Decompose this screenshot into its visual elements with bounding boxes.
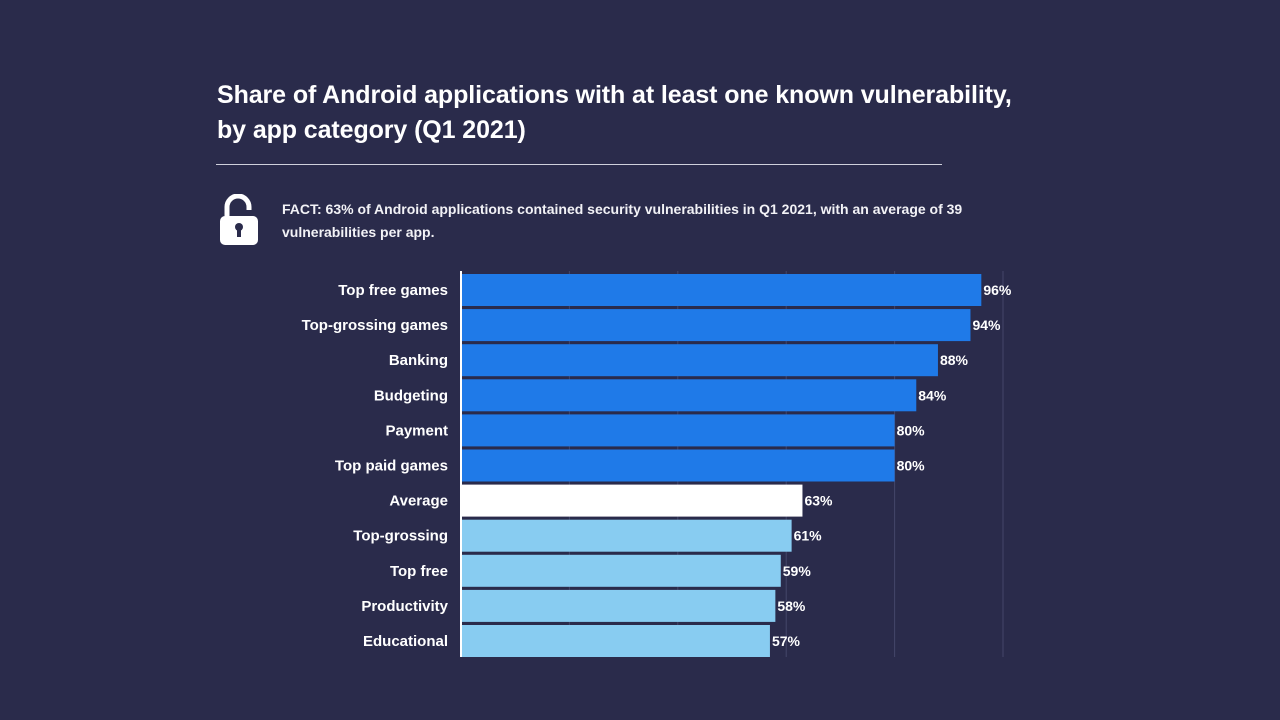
- category-label: Top-grossing: [353, 528, 448, 545]
- value-label: 58%: [777, 598, 806, 614]
- fact-box: FACT: 63% of Android applications contai…: [220, 194, 1040, 254]
- bar: [461, 309, 971, 342]
- chart-title-line-1: Share of Android applications with at le…: [217, 81, 1012, 109]
- category-label: Top paid games: [335, 458, 448, 475]
- bar: [461, 274, 982, 306]
- bar: [461, 414, 895, 447]
- bar: [461, 554, 781, 587]
- category-label: Average: [389, 493, 448, 510]
- category-label: Educational: [363, 633, 448, 650]
- fact-text: FACT: 63% of Android applications contai…: [282, 198, 1042, 244]
- category-label: Budgeting: [374, 387, 448, 404]
- category-label: Productivity: [361, 598, 448, 615]
- category-label: Top free games: [338, 282, 448, 299]
- bar: [461, 519, 792, 552]
- value-label: 96%: [983, 282, 1012, 298]
- bar: [461, 625, 770, 657]
- unlocked-padlock-icon: [220, 194, 258, 245]
- value-label: 80%: [897, 422, 926, 438]
- value-label: 59%: [783, 563, 812, 579]
- title-divider: [216, 164, 942, 165]
- chart-title: Share of Android applications with at le…: [217, 78, 1077, 148]
- bar: [461, 379, 917, 412]
- value-label: 80%: [897, 458, 926, 474]
- value-label: 63%: [804, 493, 833, 509]
- category-label: Payment: [385, 422, 448, 439]
- value-label: 94%: [972, 317, 1001, 333]
- bar: [461, 449, 895, 482]
- value-label: 61%: [794, 528, 823, 544]
- category-label: Banking: [389, 352, 448, 369]
- fact-text-line-2: vulnerabilities per app.: [282, 224, 435, 240]
- value-label: 88%: [940, 352, 969, 368]
- bar: [461, 344, 938, 377]
- bar: [461, 484, 803, 517]
- bar: [461, 589, 776, 622]
- chart-title-line-2: by app category (Q1 2021): [217, 116, 526, 144]
- value-label: 84%: [918, 387, 947, 403]
- value-label: 57%: [772, 633, 801, 649]
- category-label: Top-grossing games: [302, 317, 448, 334]
- fact-text-line-1: FACT: 63% of Android applications contai…: [282, 201, 963, 217]
- category-label: Top free: [390, 563, 448, 580]
